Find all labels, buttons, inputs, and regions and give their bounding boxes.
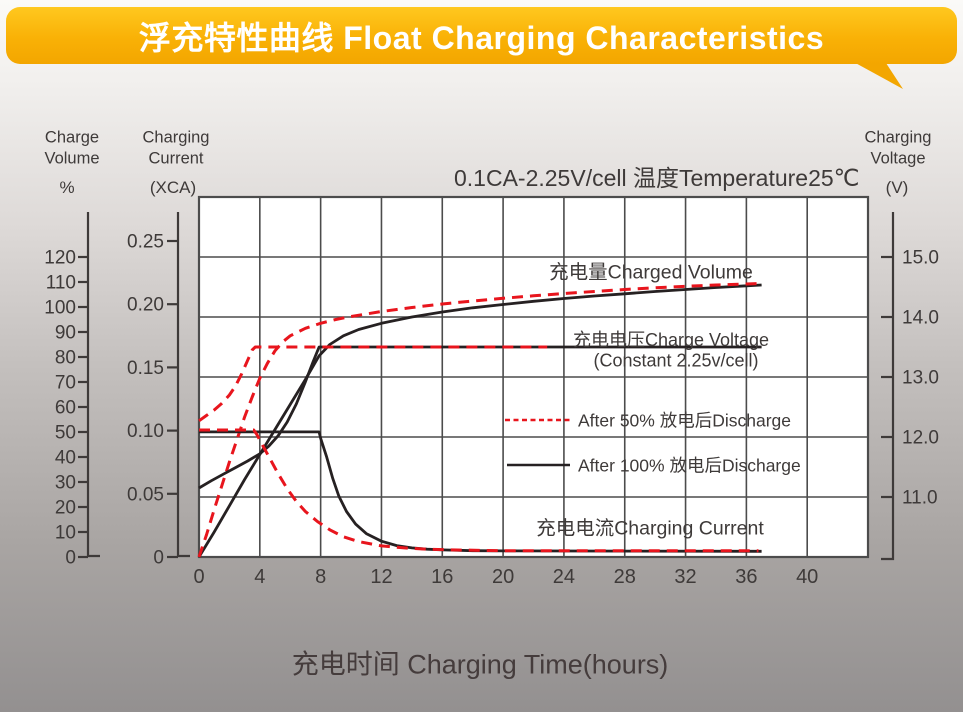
axis-title-charging-current: Charging Current — [142, 128, 210, 167]
volt-axis-tick-label: 14.0 — [902, 308, 939, 329]
percent-axis-tick-label: 100 — [44, 298, 76, 319]
volt-axis-tick-label: 12.0 — [902, 428, 939, 449]
x-axis-tick-label: 0 — [193, 566, 204, 588]
percent-axis-line — [86, 212, 100, 558]
axis-unit-volt: (V) — [885, 178, 909, 197]
percent-axis-tick-label: 80 — [55, 348, 76, 369]
x-axis-tick-label: 4 — [254, 566, 265, 588]
x-axis-tick-label: 12 — [370, 566, 392, 588]
percent-axis-tick-label: 90 — [55, 323, 76, 344]
percent-axis-tick-label: 10 — [55, 523, 76, 544]
xca-axis-tick-label: 0.10 — [127, 421, 164, 442]
banner-tail-shape — [850, 60, 903, 89]
x-axis-tick-label: 40 — [796, 566, 818, 588]
x-axis-tick-label: 24 — [553, 566, 575, 588]
volt-axis-line — [881, 212, 895, 561]
percent-axis-tick-label: 30 — [55, 473, 76, 494]
percent-axis-tick-label: 110 — [46, 273, 76, 294]
x-axis-tick-label: 20 — [492, 566, 514, 588]
percent-axis-tick-label: 40 — [55, 448, 76, 469]
curve-charging-current-after-50-discharge — [199, 428, 759, 553]
plot-border — [197, 195, 870, 559]
title-banner: 浮充特性曲线 Float Charging Characteristics — [6, 7, 957, 64]
volt-axis-tick-label: 13.0 — [902, 368, 939, 389]
axis-unit-percent: % — [59, 178, 75, 197]
legend-label-after-50-discharge: After 50% 放电后Discharge — [578, 410, 791, 431]
xca-axis-tick-label: 0.05 — [127, 484, 164, 505]
curve-charge-voltage-after-50-discharge — [198, 345, 548, 423]
axis-title-charging-voltage: Charging Voltage — [864, 128, 932, 167]
curve-charge-voltage-after-100-discharge — [198, 345, 762, 490]
percent-axis-tick-label: 0 — [65, 548, 76, 569]
xca-axis-line — [176, 212, 190, 558]
x-axis-tick-label: 28 — [614, 566, 636, 588]
x-axis-caption: 充电时间 Charging Time(hours) — [291, 649, 669, 680]
volt-axis-tick-label: 15.0 — [902, 248, 939, 269]
x-axis-tick-label: 36 — [735, 566, 757, 588]
percent-axis-tick-label: 50 — [55, 423, 76, 444]
axis-title-charge-volume: Charge Volume — [44, 128, 100, 167]
x-axis-tick-label: 16 — [431, 566, 453, 588]
page-title: 浮充特性曲线 Float Charging Characteristics — [138, 19, 825, 56]
xca-axis-tick-label: 0.15 — [127, 358, 164, 379]
volt-axis-tick-label: 11.0 — [902, 488, 938, 509]
xca-axis-tick-label: 0 — [153, 548, 164, 569]
test-condition-label: 0.1CA-2.25V/cell 温度Temperature25℃ — [454, 165, 860, 191]
curve-charged-volume-after-50-discharge — [197, 282, 759, 558]
x-axis-tick-label: 8 — [315, 566, 326, 588]
axis-unit-xca: (XCA) — [149, 178, 197, 197]
percent-axis-tick-label: 20 — [55, 498, 76, 519]
percent-axis-tick-label: 120 — [44, 248, 76, 269]
annotation-charge-voltage: 充电电压Charge Voltage — [572, 330, 770, 350]
legend-label-after-100-discharge: After 100% 放电后Discharge — [578, 455, 801, 476]
percent-axis-tick-label: 70 — [55, 373, 76, 394]
annotation-charging-current: 充电电流Charging Current — [536, 517, 764, 540]
annotation-charged-volume: 充电量Charged Volume — [549, 261, 753, 284]
annotation-charge-voltage-constant: (Constant 2.25v/cell) — [593, 350, 759, 371]
x-axis-tick-label: 32 — [674, 566, 696, 588]
xca-axis-tick-label: 0.20 — [127, 295, 164, 316]
percent-axis-tick-label: 60 — [55, 398, 76, 419]
xca-axis-tick-label: 0.25 — [127, 232, 164, 253]
